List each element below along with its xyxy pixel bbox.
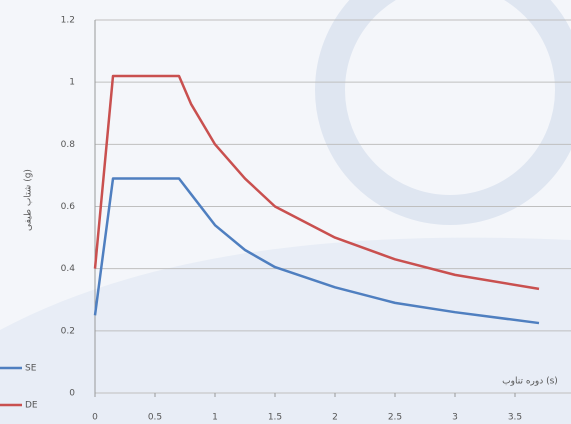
- y-axis-label: شتاب طیفی (g): [24, 169, 34, 231]
- y-tick-label: 1: [69, 78, 75, 88]
- x-tick-label: 0: [92, 413, 98, 423]
- x-tick-label: 1: [212, 413, 218, 423]
- chart: 0 0.2 0.4 0.6 0.8 1 1.2 0 0.5 1 1.5 2 2.5 3 3.5 SE DE شت…: [0, 0, 571, 424]
- x-tick-label: 2: [332, 413, 338, 423]
- legend-label: SE: [25, 364, 37, 374]
- y-tick-label: 0.4: [61, 264, 76, 274]
- y-tick-label: 0.8: [61, 140, 76, 150]
- y-tick-label: 0: [69, 389, 75, 399]
- y-tick-label: 0.2: [61, 326, 75, 336]
- x-tick-label: 1.5: [268, 413, 282, 423]
- y-tick-label: 0.6: [61, 202, 76, 212]
- x-tick-label: 3: [452, 413, 458, 423]
- y-tick-label: 1.2: [61, 16, 75, 26]
- legend-label: DE: [25, 401, 38, 411]
- x-tick-label: 2.5: [388, 413, 402, 423]
- x-axis-label: دوره تناوب (s): [502, 377, 558, 387]
- x-tick-label: 3.5: [508, 413, 522, 423]
- x-tick-label: 0.5: [148, 413, 162, 423]
